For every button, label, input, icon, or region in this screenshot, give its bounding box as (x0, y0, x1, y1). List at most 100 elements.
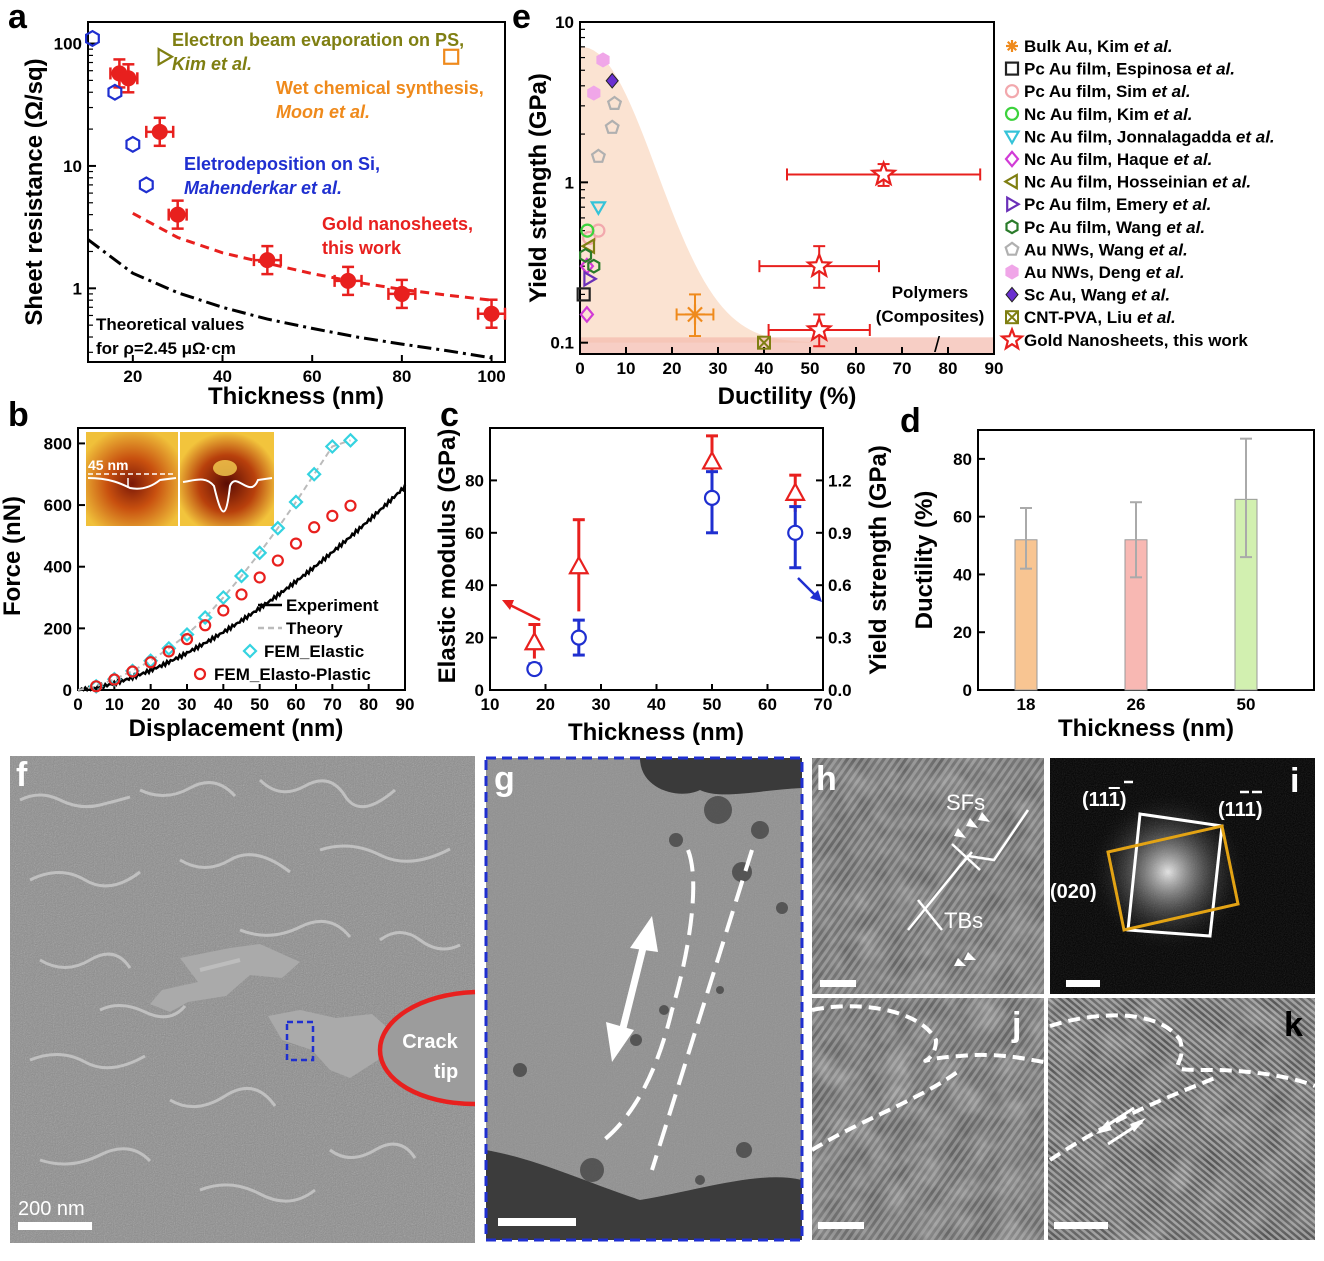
elastic-point (342, 432, 359, 448)
panel-label-f: f (16, 756, 28, 794)
panel-g-tem-image: g (484, 756, 804, 1242)
modulus-point (523, 630, 546, 651)
arrowhead-left (502, 600, 514, 610)
plot-frame-a (87, 21, 506, 363)
data-point-e-8 (578, 247, 593, 263)
data-point-e-13 (869, 159, 898, 187)
arrowhead-right (810, 590, 822, 602)
x-tick-label-a: 40 (213, 367, 232, 386)
x-tick-label-b: 70 (323, 695, 342, 714)
legend-marker-e-0 (1006, 40, 1018, 52)
x-tick-label-b: 0 (73, 695, 82, 714)
zoom-box-marker (285, 1020, 315, 1062)
errorbar-d (1020, 507, 1032, 570)
crack-tip-region (380, 990, 475, 1106)
crack-label-1: Crack (402, 1031, 458, 1053)
crack-tip-outline (377, 989, 476, 1107)
tem-particles (513, 796, 788, 1185)
data-point-e-9 (606, 95, 623, 111)
y2-tick-label-c: 0.3 (828, 629, 852, 648)
errorbar-a (476, 298, 507, 329)
scale-bar-f (18, 1222, 92, 1230)
data-point-this-work (259, 252, 276, 269)
x-tick-label-b: 30 (178, 695, 197, 714)
x-tick-label-b: 60 (287, 695, 306, 714)
panel-e: e 0 10 20 30 40 50 60 70 80 90 0.1 1 10 Polymers (Co… (512, 0, 1275, 410)
elasto-plastic-point (144, 656, 157, 669)
hrtem-arrows (954, 812, 990, 966)
theory-curve-b (77, 439, 351, 691)
data-point-series-1 (107, 83, 123, 101)
data-point-e-1 (576, 287, 591, 302)
y-axis-label-a: Sheet resistance (Ω/sq) (21, 58, 48, 325)
panel-k-filtered-image: k (1048, 998, 1316, 1240)
miller-index-1: (111) (1082, 789, 1127, 811)
annotation-this-work-1: Gold nanosheets, (322, 214, 473, 234)
experiment-curve (78, 484, 407, 693)
x-tick-label-b: 20 (141, 695, 160, 714)
data-point-e-13 (805, 251, 834, 279)
scale-bar-g (498, 1218, 576, 1226)
fft-white-lattice (1126, 812, 1224, 938)
fft-orange-lattice (1106, 824, 1240, 932)
x-tick-label-d: 18 (1017, 695, 1036, 714)
x-tick-label-c: 40 (647, 695, 666, 714)
y-tick-label-e: 10 (555, 13, 574, 32)
x-tick-label-c: 70 (814, 695, 833, 714)
tem-double-arrow (606, 916, 658, 1062)
legend-label-theory: Theory (286, 619, 343, 638)
panel-i-fft-image: (111) (111) (020) i (1050, 758, 1315, 994)
ticks-e: 0 10 20 30 40 50 60 70 80 90 0.1 1 10 (550, 13, 1003, 378)
data-point-e-10 (596, 52, 610, 68)
x-tick-label-e: 50 (801, 359, 820, 378)
x-tick-label-e: 20 (663, 359, 682, 378)
panel-label-e: e (512, 0, 531, 36)
markers-e (576, 52, 982, 350)
data-point-e-9 (604, 119, 620, 134)
elastic-point (288, 494, 304, 510)
y-tick-label-b: 200 (44, 619, 72, 638)
x-axis-label-a: Thickness (nm) (208, 383, 384, 410)
legend-marker-e-4 (1003, 130, 1021, 146)
annotation-theory-1: Theoretical values (96, 315, 244, 334)
y-axis-label-e: Yield strength (GPa) (525, 73, 552, 303)
y-tick-label-b: 0 (63, 681, 72, 700)
annotation-moon-2: Moon et al. (276, 102, 370, 122)
annotation-mahenderkar-2: Mahenderkar et al. (184, 178, 342, 198)
panel-label-a: a (8, 0, 28, 36)
elasto-plastic-point (271, 554, 284, 567)
modulus-point (784, 481, 806, 501)
scale-bar-i (1066, 980, 1100, 987)
y-tick-label-e: 0.1 (550, 334, 574, 353)
x-tick-label-a: 60 (303, 367, 322, 386)
y-tick-label-c: 80 (465, 471, 484, 490)
tem-boundary-2 (650, 849, 754, 1171)
data-point-e-12 (757, 335, 771, 350)
elasto-plastic-point (108, 673, 121, 686)
panel-label-d: d (900, 402, 921, 440)
scale-bar-k (1054, 1222, 1108, 1229)
strength-point (570, 629, 587, 646)
legend-label-e-3: Nc Au film, Kim et al. (1024, 105, 1192, 124)
elastic-point (233, 568, 250, 584)
data-point-e-10 (587, 85, 601, 101)
elastic-point (161, 640, 177, 656)
x-axis-label-d: Thickness (nm) (1058, 715, 1234, 742)
data-point-this-work (340, 272, 357, 289)
legend-marker-e-3 (1004, 106, 1020, 121)
data-point-e-6 (580, 237, 596, 255)
bars-d (1014, 437, 1258, 691)
legend-label-e-13: Gold Nanosheets, this work (1024, 331, 1248, 350)
elasto-plastic-point (180, 633, 194, 646)
panel-label-i: i (1290, 762, 1299, 800)
x-tick-label-a: 80 (392, 367, 411, 386)
legend-marker-elastic (242, 643, 258, 659)
y-tick-label-a: 100 (54, 35, 82, 54)
sem-flake-2 (268, 1010, 390, 1078)
panel-f-sem-image: Crack tip 200 nm f (10, 756, 476, 1243)
panel-label-h: h (816, 760, 837, 798)
legend-marker-e-13 (999, 326, 1025, 351)
legend-b: Experiment Theory FEM_Elastic FEM_Elasto-Pl… (193, 596, 379, 684)
sem-texture (10, 756, 475, 1243)
legend-marker-e-12 (1005, 310, 1019, 325)
